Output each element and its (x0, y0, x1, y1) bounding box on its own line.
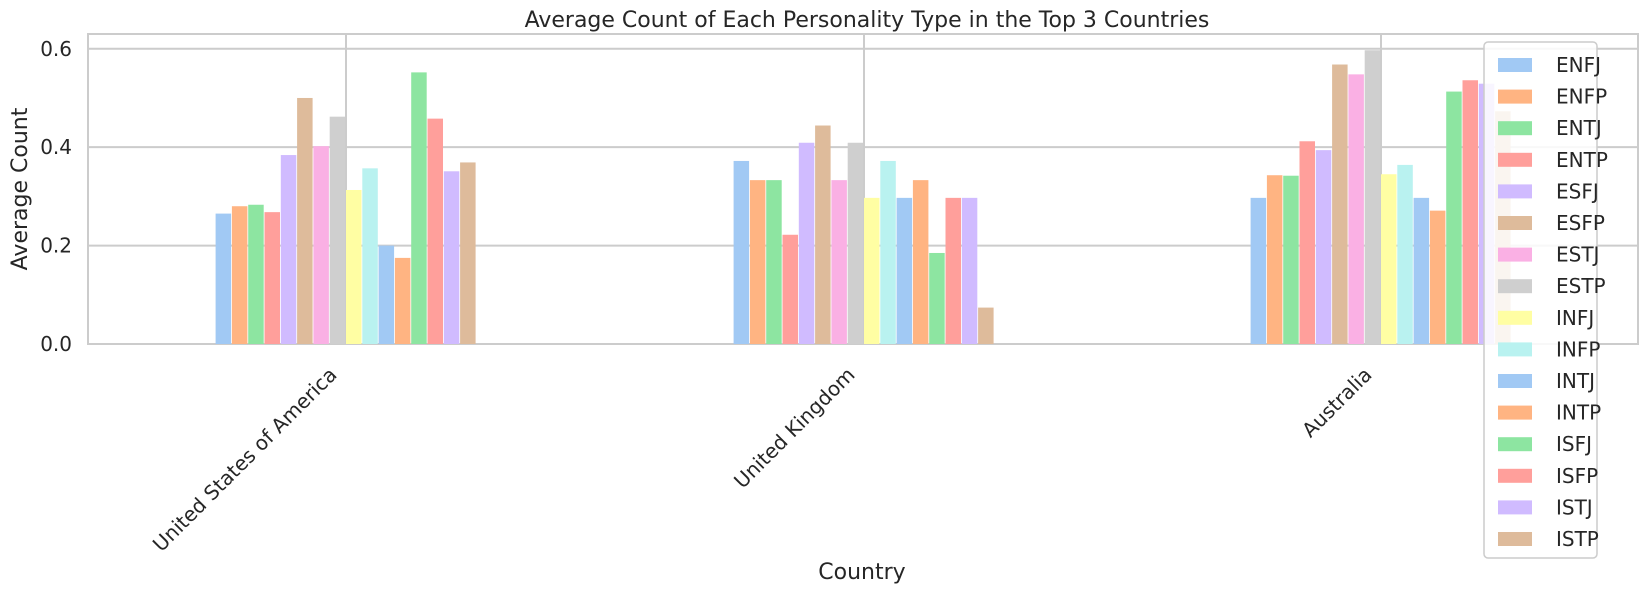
bar (945, 197, 961, 344)
bar (978, 307, 994, 344)
chart-title: Average Count of Each Personality Type i… (525, 8, 1210, 33)
bar (1446, 91, 1462, 344)
legend-swatch (1498, 342, 1532, 357)
bar (1348, 74, 1364, 344)
legend-frame (1483, 41, 1598, 559)
legend-swatch (1498, 405, 1532, 420)
bar (329, 116, 346, 344)
bar (248, 204, 264, 344)
bar (1462, 80, 1478, 344)
legend-swatch (1498, 374, 1532, 388)
bar (394, 257, 411, 344)
legend-label: ENTP (1556, 148, 1608, 172)
bar (460, 162, 476, 344)
legend-label: ESFP (1556, 211, 1605, 235)
y-tick-labels: 0.0 0.2 0.4 0.6 (40, 37, 72, 356)
bar (961, 197, 978, 344)
bar (1315, 150, 1332, 344)
x-tick-label: Australia (1297, 363, 1377, 443)
y-tick-label: 0.0 (40, 332, 72, 356)
legend-swatch (1498, 121, 1532, 136)
legend-swatch (1498, 532, 1532, 546)
x-tick-label: United Kingdom (729, 363, 859, 493)
legend: ENFJ ENFP ENTJ ENTP ESFJ ESFP ESTJ ESTP INFJ INFP… (1483, 41, 1608, 559)
bar (847, 142, 864, 344)
bar (880, 160, 896, 344)
legend-label: ESTP (1556, 274, 1606, 298)
legend-label: ENFP (1556, 85, 1607, 109)
bar (443, 171, 460, 344)
legend-label: INTJ (1556, 369, 1595, 393)
y-axis-label: Average Count (8, 107, 33, 270)
legend-label: ISTP (1556, 527, 1599, 551)
bar (313, 146, 329, 344)
bar (912, 180, 929, 344)
legend-label: INFP (1556, 337, 1600, 361)
x-axis-label: Country (818, 560, 905, 585)
legend-swatch (1498, 500, 1532, 515)
legend-swatch (1498, 89, 1532, 104)
legend-swatch (1498, 216, 1532, 230)
bar (297, 97, 313, 344)
bar (733, 160, 750, 344)
x-tick-label: United States of America (148, 363, 342, 557)
bar (264, 212, 280, 344)
legend-label: INFJ (1556, 306, 1594, 330)
legend-swatch (1498, 279, 1532, 294)
bar (1413, 197, 1430, 344)
bar (766, 180, 782, 344)
legend-swatch (1498, 58, 1532, 72)
legend-label: ESTJ (1556, 243, 1599, 267)
bar (864, 197, 880, 344)
legend-label: ISFJ (1556, 432, 1592, 456)
bar (782, 234, 798, 344)
legend-label: ENTJ (1556, 116, 1602, 140)
bar (1250, 197, 1267, 344)
legend-swatch (1498, 468, 1532, 483)
bar (1364, 50, 1381, 345)
bar (1397, 164, 1413, 344)
bar (362, 168, 378, 344)
bar (815, 125, 831, 345)
legend-swatch (1498, 437, 1532, 452)
legend-swatch (1498, 247, 1532, 262)
legend-label: ESFJ (1556, 179, 1599, 203)
bar (1266, 175, 1283, 344)
legend-swatch (1498, 152, 1532, 167)
legend-label: ISFP (1556, 464, 1598, 488)
bar (231, 206, 248, 344)
x-tick-labels: United States of America United Kingdom Au… (148, 363, 1377, 557)
legend-label: ENFJ (1556, 53, 1601, 77)
y-tick-label: 0.2 (40, 234, 72, 258)
bar (215, 213, 232, 344)
bar (929, 252, 945, 344)
legend-label: INTP (1556, 401, 1601, 425)
legend-label: ISTJ (1556, 495, 1593, 519)
bar (798, 142, 815, 344)
bars-group (215, 50, 1511, 345)
bar (1332, 64, 1348, 344)
bar (831, 180, 847, 344)
bar (896, 197, 913, 344)
bar (749, 180, 766, 344)
bar (346, 189, 362, 344)
bar (1429, 210, 1446, 344)
bar (378, 245, 395, 344)
y-tick-label: 0.6 (40, 37, 72, 61)
legend-swatch (1498, 310, 1532, 325)
bar (411, 72, 427, 344)
bar (1283, 175, 1299, 344)
bar (427, 118, 443, 344)
bar (1299, 141, 1315, 344)
legend-swatch (1498, 184, 1532, 199)
bar (280, 155, 297, 344)
y-tick-label: 0.4 (40, 135, 72, 159)
bar (1381, 174, 1397, 344)
